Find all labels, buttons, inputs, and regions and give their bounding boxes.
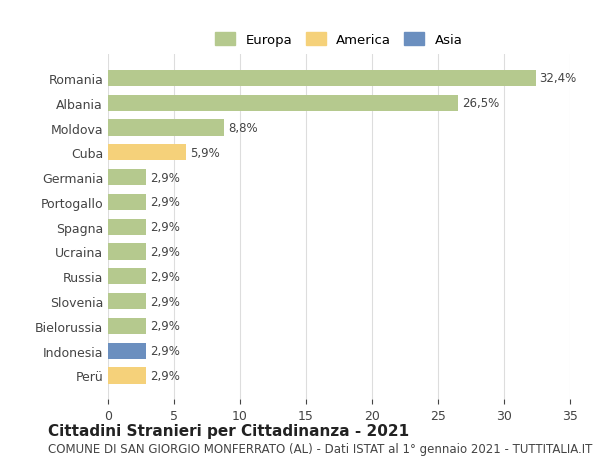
Text: 32,4%: 32,4% <box>539 72 577 85</box>
Text: Cittadini Stranieri per Cittadinanza - 2021: Cittadini Stranieri per Cittadinanza - 2… <box>48 423 409 438</box>
Text: 2,9%: 2,9% <box>150 246 180 258</box>
Text: 2,9%: 2,9% <box>150 369 180 382</box>
Text: 2,9%: 2,9% <box>150 270 180 283</box>
Bar <box>108 318 146 334</box>
Bar <box>108 195 146 211</box>
Text: 2,9%: 2,9% <box>150 295 180 308</box>
Text: 2,9%: 2,9% <box>150 344 180 358</box>
Bar <box>108 95 458 112</box>
Bar <box>108 293 146 309</box>
Text: COMUNE DI SAN GIORGIO MONFERRATO (AL) - Dati ISTAT al 1° gennaio 2021 - TUTTITAL: COMUNE DI SAN GIORGIO MONFERRATO (AL) - … <box>48 442 592 455</box>
Text: 8,8%: 8,8% <box>228 122 258 135</box>
Bar <box>108 170 146 186</box>
Text: 2,9%: 2,9% <box>150 171 180 184</box>
Bar <box>108 244 146 260</box>
Text: 26,5%: 26,5% <box>462 97 499 110</box>
Text: 2,9%: 2,9% <box>150 319 180 333</box>
Text: 2,9%: 2,9% <box>150 196 180 209</box>
Text: 5,9%: 5,9% <box>190 146 220 159</box>
Bar <box>108 219 146 235</box>
Bar <box>108 269 146 285</box>
Bar <box>108 368 146 384</box>
Bar <box>108 343 146 359</box>
Bar <box>108 71 536 87</box>
Text: 2,9%: 2,9% <box>150 221 180 234</box>
Bar <box>108 120 224 136</box>
Legend: Europa, America, Asia: Europa, America, Asia <box>210 27 468 52</box>
Bar <box>108 145 186 161</box>
